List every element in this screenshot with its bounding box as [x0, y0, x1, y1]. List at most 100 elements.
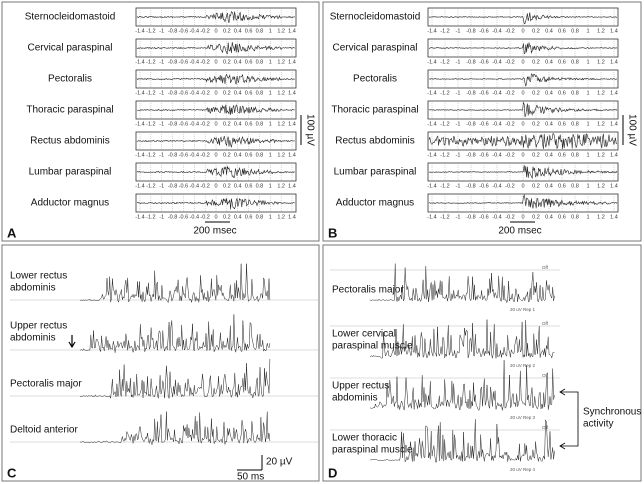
tick-label: -0.8	[168, 59, 177, 65]
tick-label: -1.4	[427, 59, 436, 65]
tick-label: -0.2	[200, 152, 209, 158]
tick-label: 0.2	[223, 59, 231, 65]
muscle-label: Lumbar paraspinal	[334, 167, 417, 178]
emg-trace	[428, 101, 618, 118]
emg-trace	[369, 263, 555, 304]
scale-voltage: 20 µV	[266, 457, 293, 468]
tick-label: 0.8	[571, 90, 579, 96]
tick-label: -0.8	[168, 90, 177, 96]
tick-label: 0.2	[532, 28, 540, 34]
tick-label: 1.4	[288, 214, 296, 220]
tick-label: -1.2	[440, 214, 449, 220]
muscle-label: Thoracic paraspinal	[331, 105, 418, 116]
tick-label: 0.8	[256, 121, 264, 127]
muscle-label: Pectoralis major	[10, 379, 82, 390]
rep-label: 20 uV Rep 2	[510, 363, 536, 368]
muscle-label: Cervical paraspinal	[27, 43, 112, 54]
tick-label: 0.6	[558, 214, 566, 220]
tick-label: 0	[214, 183, 217, 189]
muscle-label: Upper rectus	[10, 321, 67, 332]
tick-label: -0.2	[505, 183, 514, 189]
tick-label: -1	[159, 152, 164, 158]
tick-label: -1.2	[146, 152, 155, 158]
tick-label: 1.4	[610, 28, 618, 34]
tick-label: 0.2	[223, 152, 231, 158]
tick-label: 0.8	[571, 28, 579, 34]
tick-label: 0.4	[234, 183, 242, 189]
tick-label: 1.2	[277, 152, 285, 158]
tick-label: 0.2	[532, 59, 540, 65]
tick-label: 0	[521, 90, 524, 96]
tick-label: 0.8	[256, 59, 264, 65]
tick-label: 1.4	[610, 90, 618, 96]
tick-label: 1.2	[277, 90, 285, 96]
tick-label: -0.2	[505, 152, 514, 158]
scale-time: 200 msec	[193, 226, 236, 237]
tick-label: -1.4	[427, 152, 436, 158]
tick-label: -0.6	[179, 152, 188, 158]
bracket	[559, 388, 579, 450]
tick-label: 1.4	[288, 28, 296, 34]
panel-letter: C	[7, 465, 17, 480]
tick-label: 0	[214, 152, 217, 158]
muscle-label: Lower thoracic	[332, 433, 397, 444]
tick-label: -0.4	[190, 90, 199, 96]
off-label: Off	[542, 425, 549, 430]
tick-label: -0.8	[466, 59, 475, 65]
panel-letter: A	[7, 225, 17, 240]
emg-trace	[136, 135, 295, 148]
muscle-label: Upper rectus	[332, 381, 389, 392]
tick-label: 1.4	[610, 59, 618, 65]
muscle-label: Pectoralis	[48, 74, 92, 85]
tick-label: -0.2	[200, 28, 209, 34]
tick-label: -0.8	[466, 214, 475, 220]
tick-label: -1	[456, 59, 461, 65]
muscle-label: abdominis	[332, 393, 378, 404]
tick-label: 1.4	[610, 121, 618, 127]
tick-label: -0.2	[505, 28, 514, 34]
tick-label: 0.2	[532, 121, 540, 127]
tick-label: -0.6	[179, 59, 188, 65]
muscle-label: paraspinal muscle	[332, 341, 413, 352]
tick-label: -0.2	[200, 59, 209, 65]
tick-label: 0	[214, 28, 217, 34]
tick-label: -1	[159, 121, 164, 127]
scale-voltage: 100 µV	[626, 114, 637, 146]
tick-label: -0.2	[505, 90, 514, 96]
tick-label: 0.8	[571, 214, 579, 220]
tick-label: 0.2	[532, 214, 540, 220]
tick-label: 0.2	[532, 152, 540, 158]
tick-label: 0.8	[256, 28, 264, 34]
tick-label: -0.8	[168, 214, 177, 220]
tick-label: -0.4	[492, 214, 501, 220]
muscle-label: Rectus abdominis	[335, 136, 414, 147]
tick-label: -1.2	[440, 28, 449, 34]
arrow	[68, 335, 76, 349]
tick-label: 0.4	[234, 214, 242, 220]
tick-label: -1.4	[427, 183, 436, 189]
tick-label: 1	[586, 214, 589, 220]
tick-label: 1	[586, 121, 589, 127]
emg-trace	[79, 314, 271, 353]
tick-label: 0.8	[256, 183, 264, 189]
tick-label: 0	[214, 214, 217, 220]
tick-label: 0.8	[256, 90, 264, 96]
tick-label: -0.8	[168, 152, 177, 158]
tick-label: -1	[456, 183, 461, 189]
tick-label: 0.2	[223, 90, 231, 96]
tick-label: 0	[214, 59, 217, 65]
tick-label: 0.6	[245, 28, 253, 34]
off-label: Off	[542, 321, 549, 326]
tick-label: 1.4	[288, 152, 296, 158]
muscle-label: Pectoralis major	[332, 285, 404, 296]
annotation: Synchronous	[583, 407, 641, 418]
tick-label: -1.2	[146, 90, 155, 96]
rep-label: 20 uV Rep 3	[510, 415, 536, 420]
tick-label: 0.8	[256, 152, 264, 158]
tick-label: -1.4	[135, 183, 144, 189]
tick-label: 1.2	[597, 90, 605, 96]
muscle-label: Deltoid anterior	[10, 425, 78, 436]
tick-label: 1.2	[597, 152, 605, 158]
tick-label: -1.4	[427, 90, 436, 96]
tick-label: -1.4	[135, 121, 144, 127]
